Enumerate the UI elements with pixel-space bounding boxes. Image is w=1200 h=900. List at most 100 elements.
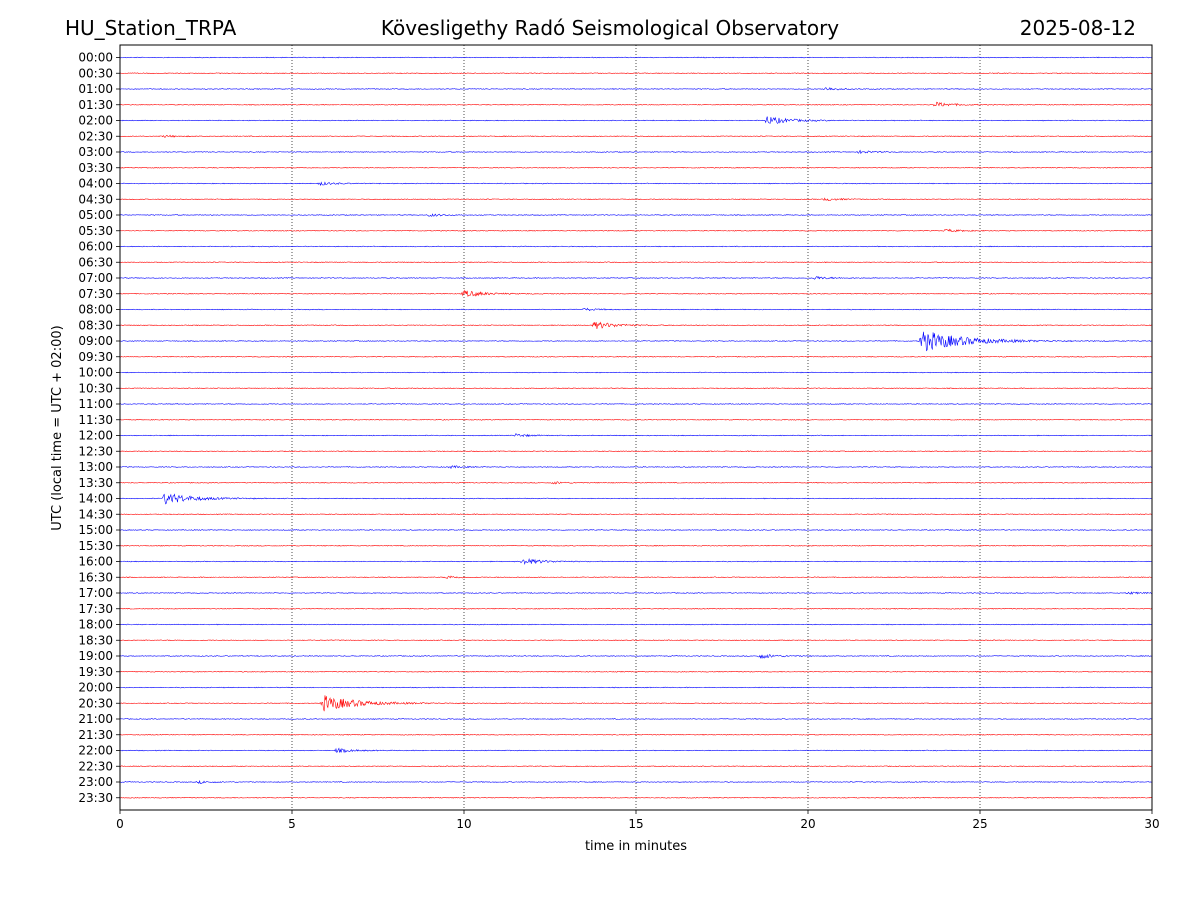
y-tick-label: 07:30 (78, 287, 113, 301)
trace-1100 (119, 403, 1153, 405)
trace-1630 (119, 575, 1153, 579)
y-tick-label: 04:30 (78, 192, 113, 206)
y-tick-label: 01:30 (78, 98, 113, 112)
trace-1400 (119, 493, 1153, 505)
y-tick-label: 03:30 (78, 161, 113, 175)
trace-1700 (119, 591, 1153, 595)
y-tick-label: 19:30 (78, 665, 113, 679)
y-tick-label: 17:00 (78, 586, 113, 600)
trace-0730 (119, 289, 1153, 297)
y-tick-label: 06:30 (78, 255, 113, 269)
trace-1800 (119, 623, 1153, 626)
trace-0000 (119, 56, 1153, 59)
trace-0200 (119, 116, 1153, 124)
y-tick-label: 17:30 (78, 602, 113, 616)
x-tick-label: 30 (1144, 817, 1159, 831)
y-tick-label: 12:30 (78, 444, 113, 458)
y-tick-label: 13:00 (78, 460, 113, 474)
y-tick-label: 18:00 (78, 618, 113, 632)
y-tick-label: 23:00 (78, 775, 113, 789)
y-tick-label: 08:30 (78, 318, 113, 332)
y-tick-label: 10:30 (78, 381, 113, 395)
x-tick-label: 25 (972, 817, 987, 831)
y-tick-label: 23:30 (78, 791, 113, 805)
chart-date: 2025-08-12 (1020, 16, 1136, 40)
y-tick-label: 05:30 (78, 224, 113, 238)
y-tick-label: 05:00 (78, 208, 113, 222)
trace-0700 (119, 275, 1153, 280)
y-tick-label: 18:30 (78, 633, 113, 647)
trace-1900 (119, 654, 1153, 659)
y-tick-label: 15:30 (78, 539, 113, 553)
y-tick-label: 14:30 (78, 507, 113, 521)
trace-0630 (119, 261, 1153, 264)
x-tick-labels: 0 5 10 15 20 25 30 (116, 810, 1160, 831)
trace-0330 (119, 166, 1153, 169)
y-tick-label: 11:30 (78, 413, 113, 427)
trace-2000 (119, 686, 1153, 689)
trace-0400 (119, 181, 1153, 187)
trace-0100 (119, 87, 1153, 91)
trace-2130 (119, 733, 1153, 736)
trace-0430 (119, 197, 1153, 201)
y-tick-label: 16:00 (78, 555, 113, 569)
y-tick-label: 01:00 (78, 82, 113, 96)
y-tick-label: 21:30 (78, 728, 113, 742)
y-tick-label: 22:30 (78, 759, 113, 773)
x-tick-label: 10 (456, 817, 471, 831)
trace-0530 (119, 228, 1153, 233)
y-tick-label: 00:00 (78, 51, 113, 65)
trace-0830 (119, 321, 1153, 330)
y-tick-label: 12:00 (78, 429, 113, 443)
y-tick-label: 16:30 (78, 570, 113, 584)
y-tick-label: 19:00 (78, 649, 113, 663)
y-tick-label: 15:00 (78, 523, 113, 537)
trace-0600 (120, 245, 1153, 248)
trace-0500 (119, 213, 1153, 217)
trace-1430 (119, 513, 1153, 516)
trace-0930 (119, 355, 1153, 358)
y-tick-label: 13:30 (78, 476, 113, 490)
y-tick-label: 06:00 (78, 240, 113, 254)
trace-0030 (119, 72, 1153, 75)
y-tick-label: 03:00 (78, 145, 113, 159)
trace-1030 (119, 387, 1153, 390)
x-tick-label: 20 (800, 817, 815, 831)
x-tick-label: 5 (288, 817, 296, 831)
trace-1600 (119, 557, 1153, 565)
x-axis-label: time in minutes (585, 839, 687, 854)
trace-2100 (119, 718, 1153, 720)
trace-0300 (119, 149, 1153, 155)
trace-1300 (119, 465, 1153, 470)
trace-0230 (119, 134, 1153, 138)
y-tick-label: 14:00 (78, 492, 113, 506)
trace-1930 (119, 670, 1153, 673)
trace-1000 (119, 371, 1153, 374)
trace-2300 (119, 779, 1153, 785)
x-tick-label: 0 (116, 817, 124, 831)
trace-1330 (119, 481, 1153, 485)
trace-0800 (119, 307, 1153, 312)
y-tick-label: 11:00 (78, 397, 113, 411)
y-tick-label: 20:30 (78, 696, 113, 710)
trace-2030 (119, 695, 1153, 712)
y-tick-label: 00:30 (78, 66, 113, 80)
y-tick-label: 08:00 (78, 303, 113, 317)
y-tick-label: 07:00 (78, 271, 113, 285)
trace-2230 (119, 765, 1153, 768)
y-tick-label: 04:00 (78, 177, 113, 191)
trace-2200 (119, 747, 1153, 754)
trace-0130 (119, 101, 1153, 107)
trace-1130 (119, 418, 1153, 421)
y-tick-label: 02:00 (78, 114, 113, 128)
plot-frame (119, 44, 1153, 811)
trace-1730 (119, 607, 1153, 610)
trace-0900 (119, 331, 1153, 352)
trace-1530 (119, 544, 1153, 547)
trace-1500 (119, 529, 1153, 531)
y-tick-label: 09:30 (78, 350, 113, 364)
trace-1230 (119, 450, 1153, 453)
x-tick-label: 15 (628, 817, 643, 831)
y-tick-label: 22:00 (78, 744, 113, 758)
